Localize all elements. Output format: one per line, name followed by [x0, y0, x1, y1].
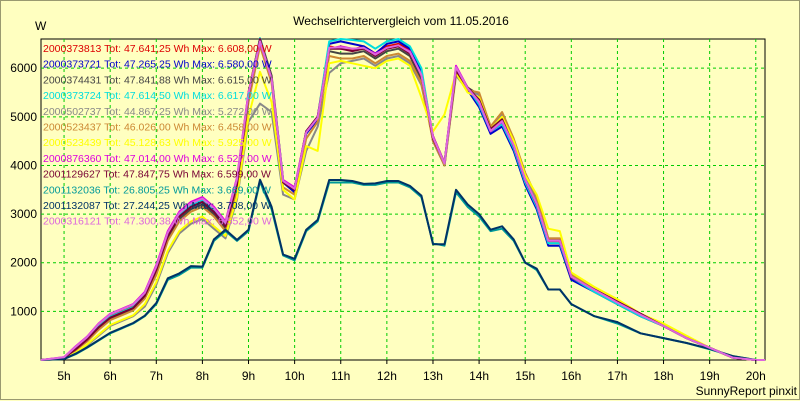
legend-entry-2000523439: 2000523439 Tot: 45.128,63 Wh Max: 5.925,… — [43, 137, 272, 149]
y-tick-label: 5000 — [10, 110, 37, 124]
legend-entry-2000374431: 2000374431 Tot: 47.841,88 Wh Max: 6.615,… — [43, 74, 272, 86]
footer-credit: SunnyReport pinxit — [696, 384, 798, 398]
axes: 1000 2000 3000 4000 5000 6000 5h 6h 7h 8h 9h 10h 11h… — [10, 61, 765, 383]
chart-title: Wechselrichtervergleich vom 11.05.2016 — [293, 14, 509, 28]
y-tick-label: 6000 — [10, 61, 37, 75]
grid — [41, 39, 765, 360]
y-tick-label: 2000 — [10, 256, 37, 270]
legend-entry-2000502737: 2000502737 Tot: 44.867,25 Wh Max: 5.272,… — [43, 106, 272, 118]
x-tick-label: 12h — [377, 369, 397, 383]
legend-entry-2000876360: 2000876360 Tot: 47.014,00 Wh Max: 6.527,… — [43, 153, 272, 165]
x-tick-label: 19h — [700, 369, 720, 383]
x-tick-label: 16h — [561, 369, 581, 383]
x-tick-label: 15h — [515, 369, 535, 383]
y-axis-label: W — [35, 19, 47, 33]
x-tick-label: 14h — [469, 369, 489, 383]
legend-entry-2000316121: 2000316121 Tot: 47.300,38 Wh Max: 6.552,… — [43, 216, 272, 228]
legend-entry-2001132036: 2001132036 Tot: 26.805,25 Wh Max: 3.669,… — [43, 184, 271, 196]
legend-entry-2001129627: 2001129627 Tot: 47.847,75 Wh Max: 6.599,… — [43, 169, 271, 181]
legend-entry-2000373721: 2000373721 Tot: 47.265,25 Wh Max: 6.580,… — [43, 59, 272, 71]
x-tick-label: 9h — [242, 369, 255, 383]
plot-area — [40, 38, 766, 361]
series-line-2000523439 — [40, 57, 765, 361]
x-tick-label: 8h — [196, 369, 209, 383]
y-tick-label: 1000 — [10, 304, 37, 318]
x-tick-label: 13h — [423, 369, 443, 383]
x-tick-label: 5h — [57, 369, 70, 383]
x-tick-label: 6h — [103, 369, 116, 383]
y-tick-label: 3000 — [10, 207, 37, 221]
series-line-2001132087 — [40, 178, 765, 361]
x-tick-label: 7h — [150, 369, 163, 383]
x-tick-label: 11h — [331, 369, 350, 383]
legend-entry-2000523437: 2000523437 Tot: 46.026,00 Wh Max: 6.458,… — [43, 122, 272, 134]
series-group — [40, 37, 765, 361]
x-tick-label: 17h — [607, 369, 627, 383]
y-tick-label: 4000 — [10, 158, 37, 172]
x-tick-label: 10h — [285, 369, 305, 383]
legend-entry-2001132087: 2001132087 Tot: 27.244,25 Wh Max: 3.708,… — [43, 200, 271, 212]
x-tick-label: 20h — [746, 369, 766, 383]
x-tick-label: 18h — [654, 369, 674, 383]
series-line-2000316121 — [40, 40, 765, 361]
legend-entry-2000373813: 2000373813 Tot: 47.641,25 Wh Max: 6.608,… — [43, 43, 272, 55]
legend: 2000373813 Tot: 47.641,25 Wh Max: 6.608,… — [43, 43, 272, 228]
legend-entry-2000373724: 2000373724 Tot: 47.614,50 Wh Max: 6.617,… — [43, 90, 272, 102]
